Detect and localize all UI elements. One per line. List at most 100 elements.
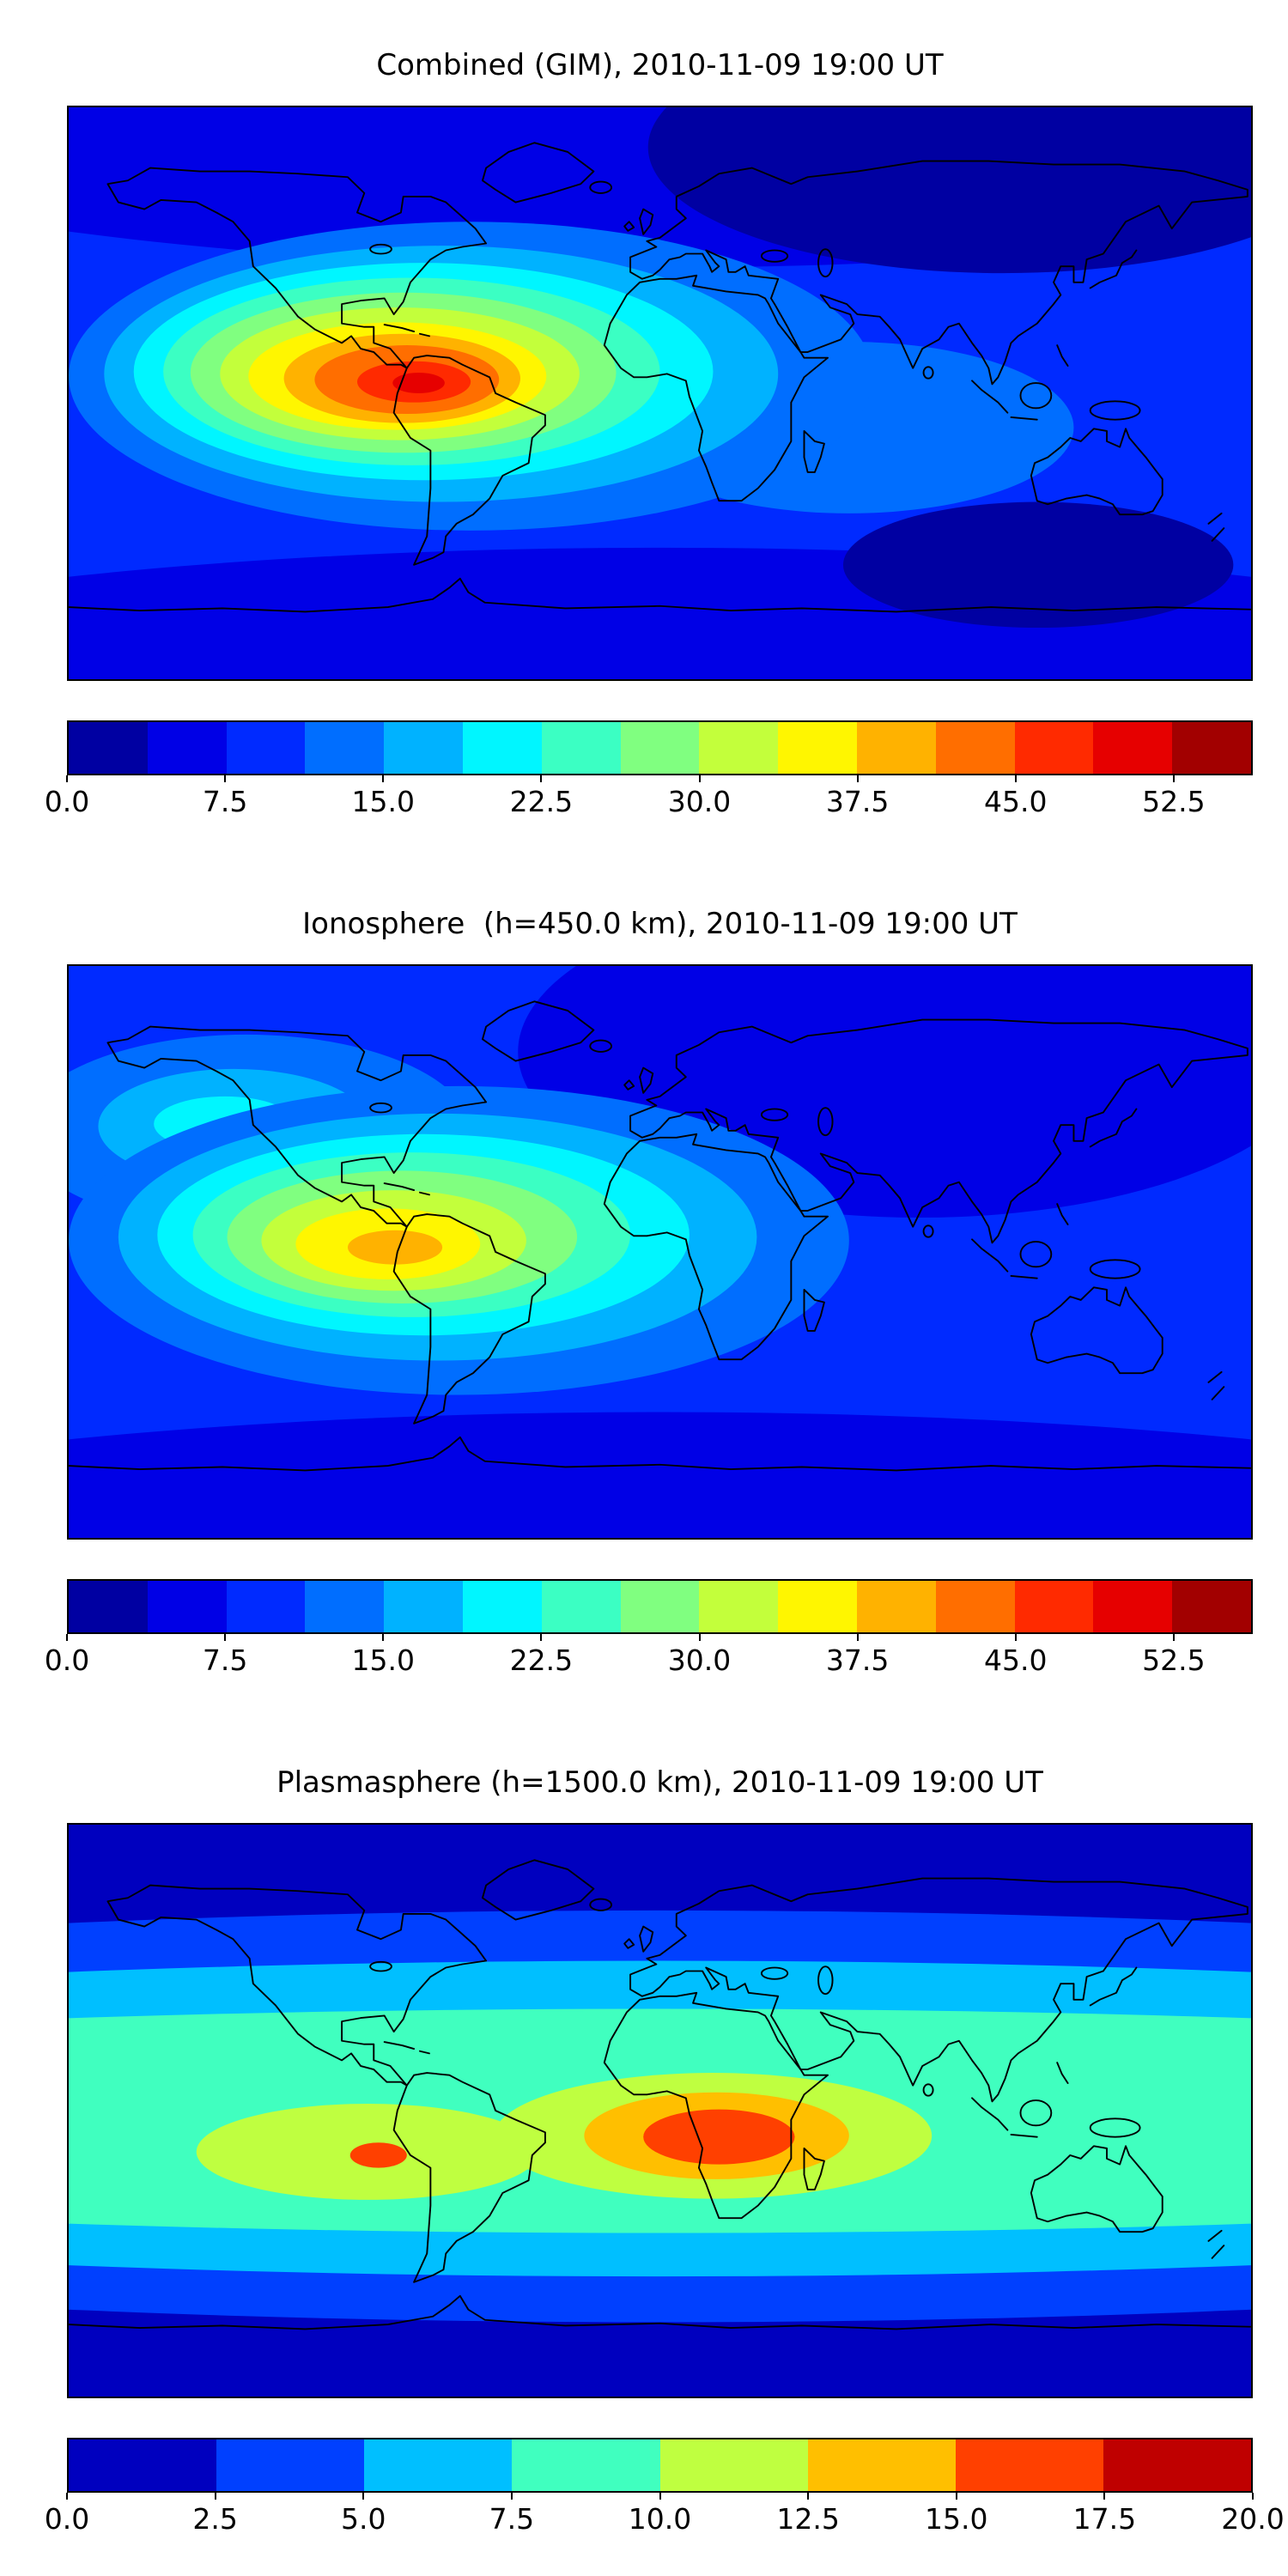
tec-field-ionosphere	[69, 965, 1251, 1538]
colorbar-combined: 0.0 7.5 15.0 22.5 30.0 37.5 45.0 52.5	[45, 720, 1253, 819]
colorbar-segment	[659, 2439, 808, 2491]
colorbar-segment	[384, 1580, 463, 1632]
colorbar-segment	[699, 1580, 779, 1632]
colorbar-segment	[1172, 1580, 1251, 1632]
colorbar-segment	[541, 721, 621, 774]
colorbar-tickmarks	[66, 2492, 1254, 2500]
colorbar-segment	[512, 2439, 660, 2491]
colorbar-segment	[955, 2439, 1103, 2491]
world-map-plasmasphere	[67, 1822, 1253, 2398]
colorbar-tick	[955, 2492, 957, 2500]
colorbar-tick-label: 0.0	[44, 784, 90, 818]
colorbar-tick-label: 37.5	[825, 784, 890, 818]
colorbar-gradient	[67, 2437, 1253, 2493]
colorbar-tick	[224, 1633, 227, 1641]
colorbar-tick-label: 22.5	[509, 784, 574, 818]
chart-title-plasmasphere: Plasmasphere (h=1500.0 km), 2010-11-09 1…	[276, 1765, 1043, 1800]
colorbar-tick-label: 30.0	[667, 1643, 732, 1677]
colorbar-tick	[66, 2492, 68, 2500]
colorbar-segment	[541, 1580, 621, 1632]
colorbar-segment	[226, 1580, 306, 1632]
colorbar-segment	[1014, 721, 1094, 774]
colorbar-tick-label: 5.0	[341, 2501, 386, 2536]
colorbar-tick-label: 15.0	[351, 784, 416, 818]
colorbar-gradient	[67, 720, 1253, 775]
colorbar-labels: 0.0 7.5 15.0 22.5 30.0 37.5 45.0 52.5	[45, 1643, 1253, 1678]
colorbar-tick-label: 22.5	[509, 1643, 574, 1677]
colorbar-tick-label: 45.0	[984, 1643, 1048, 1677]
colorbar-tick	[856, 1633, 859, 1641]
colorbar-tick-label: 15.0	[925, 2501, 988, 2536]
chart-title-combined: Combined (GIM), 2010-11-09 19:00 UT	[376, 48, 944, 82]
colorbar-tick-label: 52.5	[1142, 1643, 1206, 1677]
figure-plasmasphere: Plasmasphere (h=1500.0 km), 2010-11-09 1…	[0, 1717, 1288, 2576]
colorbar-tick	[66, 775, 68, 782]
colorbar-segment	[147, 1580, 227, 1632]
colorbar-tick	[540, 1633, 543, 1641]
colorbar-plasmasphere: 0.0 2.5 5.0 7.5 10.0 12.5 15.0 17.5 20.0	[45, 2437, 1285, 2537]
colorbar-segment	[462, 721, 542, 774]
colorbar-segment	[699, 721, 779, 774]
colorbar-segment	[935, 1580, 1015, 1632]
colorbar-tick-label: 2.5	[192, 2501, 238, 2536]
colorbar-tickmarks	[66, 1633, 1253, 1642]
colorbar-segment	[147, 721, 227, 774]
colorbar-tick	[698, 775, 701, 782]
colorbar-labels: 0.0 7.5 15.0 22.5 30.0 37.5 45.0 52.5	[45, 784, 1253, 819]
colorbar-tick-label: 15.0	[351, 1643, 416, 1677]
colorbar-tick	[382, 775, 385, 782]
tec-field-combined	[69, 106, 1251, 679]
colorbar-tick	[1014, 1633, 1017, 1641]
colorbar-segment	[856, 721, 936, 774]
colorbar-tick	[807, 2492, 810, 2500]
colorbar-segment	[807, 2439, 956, 2491]
colorbar-tick	[698, 1633, 701, 1641]
figure-combined-gim: Combined (GIM), 2010-11-09 19:00 UT 0.0 7…	[0, 0, 1288, 859]
colorbar-segment	[620, 721, 700, 774]
colorbar-tick-label: 52.5	[1142, 784, 1206, 818]
colorbar-segment	[69, 1580, 148, 1632]
colorbar-tick-label: 30.0	[667, 784, 732, 818]
colorbar-segment	[620, 1580, 700, 1632]
colorbar-segment	[778, 1580, 857, 1632]
colorbar-tick	[224, 775, 227, 782]
colorbar-tick-label: 7.5	[202, 784, 248, 818]
colorbar-segment	[305, 721, 385, 774]
colorbar-tick-label: 0.0	[44, 2501, 90, 2536]
colorbar-tick	[1172, 1633, 1175, 1641]
colorbar-tick-label: 20.0	[1221, 2501, 1285, 2536]
colorbar-segment	[364, 2439, 513, 2491]
colorbar-tick	[362, 2492, 365, 2500]
colorbar-segment	[1172, 721, 1251, 774]
colorbar-tick-label: 7.5	[489, 2501, 535, 2536]
map-canvas-ionosphere	[69, 965, 1251, 1538]
colorbar-tick	[510, 2492, 513, 2500]
colorbar-tick-label: 45.0	[984, 784, 1048, 818]
colorbar-tick-label: 10.0	[628, 2501, 692, 2536]
colorbar-tick	[214, 2492, 216, 2500]
colorbar-tick-label: 12.5	[776, 2501, 840, 2536]
colorbar-segment	[216, 2439, 365, 2491]
colorbar-tick	[1103, 2492, 1106, 2500]
world-map-combined	[67, 105, 1253, 681]
colorbar-tick-label: 37.5	[825, 1643, 890, 1677]
colorbar-gradient	[67, 1578, 1253, 1634]
colorbar-segment	[69, 2439, 217, 2491]
colorbar-segment	[1014, 1580, 1094, 1632]
colorbar-segment	[305, 1580, 385, 1632]
colorbar-tick	[540, 775, 543, 782]
colorbar-tick-label: 17.5	[1072, 2501, 1137, 2536]
chart-title-ionosphere: Ionosphere (h=450.0 km), 2010-11-09 19:0…	[302, 907, 1018, 941]
tec-field-plasmasphere	[69, 1910, 1251, 2323]
colorbar-tick	[856, 775, 859, 782]
colorbar-tick	[659, 2492, 661, 2500]
colorbar-tick	[1252, 2492, 1254, 2500]
colorbar-segment	[1103, 2439, 1251, 2491]
colorbar-segment	[1093, 721, 1173, 774]
colorbar-segment	[462, 1580, 542, 1632]
colorbar-segment	[1093, 1580, 1173, 1632]
map-canvas-combined	[69, 106, 1251, 679]
colorbar-segment	[226, 721, 306, 774]
map-canvas-plasmasphere	[69, 1824, 1251, 2397]
colorbar-tick	[1014, 775, 1017, 782]
